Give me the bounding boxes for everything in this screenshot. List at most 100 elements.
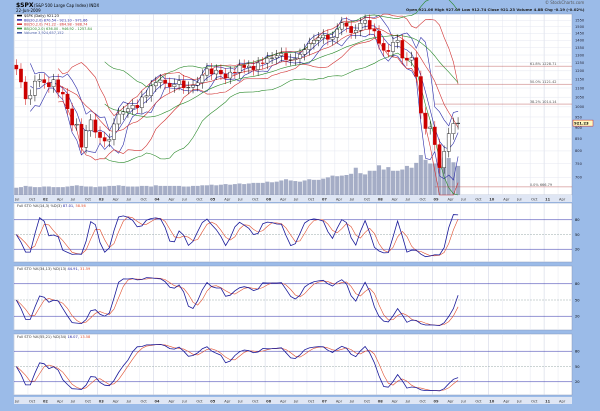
x-tick-label: Jul [349,198,354,202]
candle-body [219,69,223,75]
legend-entry: BB(200,2.0) 636.00 - 946.92 - 1257.84 [24,27,93,31]
volume-bar [404,165,409,195]
stochastic-level-label: 50 [575,298,580,302]
volume-bar [23,185,28,195]
y-tick-label: 800 [575,149,583,153]
fib-level-label: 50.0% 1121.42 [530,80,557,84]
stochastic-d-value: 13.58 [80,335,91,339]
stochastic-d-value: 58.56 [75,204,86,208]
y-tick-label: 1350 [575,46,585,50]
candle-body [200,74,205,83]
x-tick-label: Jul [126,400,131,404]
candle-body [386,50,391,52]
x-tick-label: Apr [336,198,343,202]
x-tick-label: Oct [252,400,259,404]
x-tick-label: Jul [405,198,410,202]
candle-body [163,79,167,84]
chart-date: 22-Jun-2009 [16,8,41,13]
x-tick-label: 03 [99,400,105,404]
x-tick-label: Apr [113,400,120,404]
volume-bar [307,179,312,195]
symbol-name: (S&P 500 Large Cap Index) INDX [34,3,99,8]
fib-level-label: 0.0% 666.79 [530,183,552,187]
volume-bar [274,181,279,195]
x-tick-label: Oct [420,198,427,202]
legend-entry: $SPX (Daily) 921.23 [24,14,59,18]
candle-body [451,123,456,134]
volume-bar [316,179,321,195]
candle-body [42,79,47,83]
candle-body [409,57,414,61]
candle-body [270,57,274,59]
candle-body [60,91,65,95]
volume-bar [121,185,126,195]
volume-bar [251,182,256,195]
candle-body [28,95,33,100]
volume-bar [418,155,423,195]
legend-swatch [17,19,22,21]
y-tick-label: 1100 [575,86,585,90]
volume-bar [218,184,223,195]
x-tick-label: Jul [460,400,465,404]
volume-bar [353,167,358,195]
x-tick-label: 09 [434,400,440,404]
bollinger-lower-band [30,33,459,181]
candle-body [321,34,326,39]
candle-body [326,34,330,40]
x-tick-label: Oct [364,400,371,404]
x-tick-label: Jul [14,400,19,404]
volume-bar [349,173,354,195]
stochastic-d-line [16,277,459,326]
stochastic-params: Full STO %K(14,3) %D(3) [17,204,63,208]
candle-body [191,85,195,88]
chart-header: $SPX (S&P 500 Large Cap Index) INDX 22-J… [16,0,585,13]
stochastic-level-label: 20 [575,248,580,252]
candle-body [205,68,209,76]
volume-bar [28,186,33,195]
x-tick-label: Oct [308,198,315,202]
x-tick-label: 10 [489,198,495,202]
volume-bar [395,170,400,195]
quote-line: Open 921.06 High 927.09 Low 912.74 Close… [406,7,585,12]
volume-bar [228,184,233,195]
volume-bar [260,182,265,195]
candle-body [158,79,163,83]
x-tick-label: Oct [85,198,92,202]
volume-bar [339,175,344,195]
x-tick-label: Oct [141,198,148,202]
candle-body [47,82,51,87]
x-tick-label: Jul [237,198,242,202]
candle-body [353,30,358,33]
volume-bar [200,185,205,195]
stochastic-level-label: 50 [575,365,580,369]
y-tick-label: 850 [575,137,583,141]
x-tick-label: Jul [405,400,410,404]
volume-bar [256,182,261,195]
volume-bar [446,158,451,195]
x-tick-label: Jul [70,198,75,202]
x-tick-label: Apr [559,400,566,404]
volume-bar [242,184,247,195]
volume-bar [246,183,251,195]
x-tick-label: 05 [210,400,216,404]
candle-body [293,58,298,60]
y-tick-label: 1500 [575,25,585,29]
volume-bar [284,179,289,195]
x-tick-label: 06 [266,198,272,202]
volume-bar [84,186,89,195]
stochastic-level-label: 20 [575,315,580,319]
volume-bar [325,177,330,195]
candle-body [428,126,433,129]
stochastic-k-line [15,214,459,258]
volume-bar [18,187,23,195]
legend-entry: BB(20,2.0) 870.54 - 921.10 - 971.66 [24,18,88,22]
candle-body [446,133,451,152]
volume-bar [163,185,168,195]
x-tick-label: 07 [322,198,328,202]
x-tick-label: Oct [252,198,259,202]
candle-body [172,84,177,87]
volume-bar [88,186,93,195]
x-tick-label: 04 [155,400,161,404]
x-tick-label: 02 [43,400,49,404]
legend-entry: Volume 3,924,657,152 [24,31,64,35]
